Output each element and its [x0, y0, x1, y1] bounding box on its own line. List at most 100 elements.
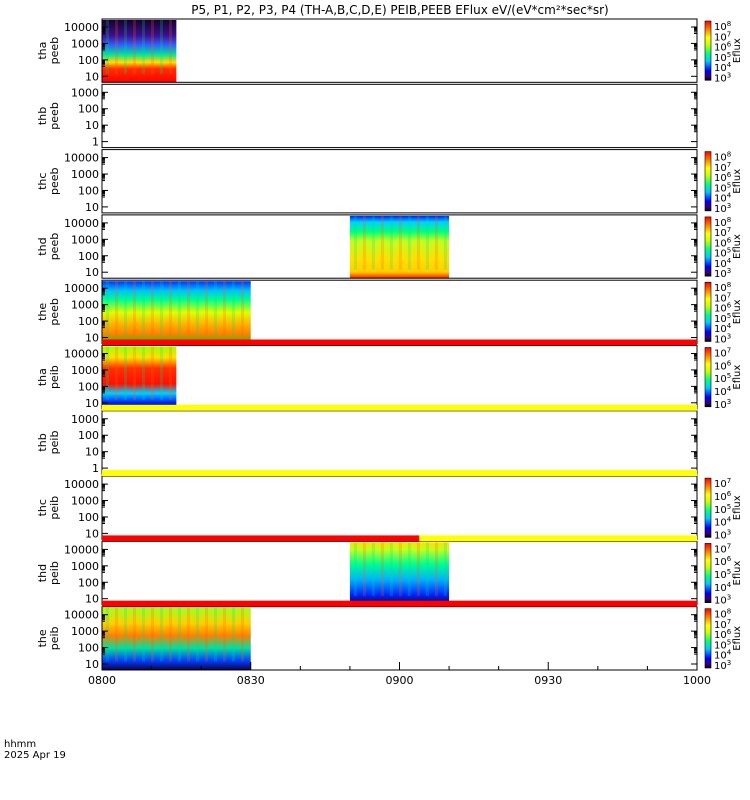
- spectrogram-streak: [232, 281, 235, 336]
- colorbar-tick-label: 107: [714, 226, 731, 239]
- y-tick-label: 10: [85, 593, 99, 606]
- colorbar-tick-label: 106: [714, 555, 732, 568]
- spectrogram-streak: [214, 281, 217, 336]
- spectrogram-streak: [115, 346, 118, 401]
- spectrogram-streak: [389, 215, 393, 270]
- colorbar: [704, 281, 712, 342]
- spectrogram-streak: [443, 215, 447, 270]
- colorbar: [704, 608, 712, 669]
- y-tick-label: 10000: [64, 282, 99, 295]
- panel-frame: [101, 345, 698, 410]
- panel-probe-label: the: [36, 629, 49, 647]
- panel-frame: [101, 149, 698, 214]
- colorbar-tick-label: 103: [714, 267, 731, 280]
- spectrogram-data-block: [102, 346, 177, 409]
- colorbar-tick-label: 104: [714, 516, 732, 529]
- mode-bar-segment: [102, 535, 420, 542]
- y-tick-label: 1000: [71, 86, 99, 99]
- y-tick-label: 1000: [71, 233, 99, 246]
- panel-product-label: peib: [48, 561, 61, 585]
- colorbar-label: Eflux: [732, 38, 743, 63]
- spectrogram-streak: [160, 607, 163, 662]
- panel-probe-label: thc: [36, 173, 49, 190]
- y-tick-label: 10000: [64, 152, 99, 165]
- spectrogram-streak: [178, 281, 181, 336]
- panel-thb-peib: 1000 100 10 1 thb peib: [36, 410, 698, 475]
- spectrogram-streak: [151, 346, 154, 401]
- y-tick-label: 10: [85, 658, 99, 671]
- colorbar-tick-label: 105: [714, 312, 731, 325]
- chart-title: P5, P1, P2, P3, P4 (TH-A,B,C,D,E) PEIB,P…: [191, 3, 608, 17]
- spectrogram-streak: [407, 215, 411, 270]
- colorbar: [704, 477, 712, 538]
- y-tick-label: 1000: [71, 560, 99, 573]
- colorbar-tick-label: 103: [714, 202, 731, 215]
- panel-the-peeb: 10000 1000 100 10 the peeb 108107106105104103E…: [36, 279, 743, 346]
- panel-thc-peib: 10000 1000 100 10 thc peib 107106105104103Eflu…: [36, 475, 743, 541]
- spectrogram-streak: [187, 607, 190, 662]
- spectrogram-streak: [142, 346, 145, 401]
- colorbar-tick-label: 106: [714, 359, 732, 372]
- colorbar-tick-label: 104: [714, 385, 732, 398]
- panel-product-label: peeb: [48, 233, 61, 261]
- colorbar-tick-label: 108: [714, 216, 731, 229]
- colorbar-tick-label: 107: [714, 477, 731, 490]
- spectrogram-streak: [205, 281, 208, 336]
- spectrogram-streak: [133, 607, 136, 662]
- spectrogram-streak: [232, 607, 235, 662]
- spectrogram-streak: [371, 542, 375, 597]
- colorbar-tick-label: 104: [714, 322, 732, 335]
- mode-bar-segment: [419, 535, 697, 542]
- spectrogram-streak: [178, 607, 181, 662]
- y-tick-label: 1: [92, 136, 99, 149]
- colorbar-tick-label: 107: [714, 30, 731, 43]
- spectrogram-streak: [106, 20, 109, 74]
- spectrogram-streak: [443, 542, 447, 597]
- spectrogram-streak: [124, 281, 127, 336]
- y-tick-label: 100: [78, 103, 99, 116]
- spectrogram-streak: [205, 607, 208, 662]
- panel-probe-label: thb: [36, 433, 49, 451]
- spectrogram-streak: [187, 281, 190, 336]
- colorbar-label: Eflux: [732, 626, 743, 651]
- panel-frame: [101, 214, 698, 279]
- colorbar-tick-label: 104: [714, 581, 732, 594]
- spectrogram-streak: [380, 215, 384, 270]
- spectrogram-streak: [106, 346, 109, 401]
- panel-frame: [101, 410, 698, 475]
- colorbar-tick-label: 105: [714, 51, 731, 64]
- spectrogram-streak: [106, 281, 109, 336]
- spectrogram-streak: [133, 346, 136, 401]
- spectrogram-data-block: [349, 542, 450, 605]
- panel-tha-peib: 10000 1000 100 10 tha peib 107106105104103Eflu…: [36, 345, 743, 411]
- colorbar-tick-label: 107: [714, 161, 731, 174]
- y-tick-label: 1000: [71, 364, 99, 377]
- y-tick-label: 100: [78, 576, 99, 589]
- panel-tha-peeb: 10000 1000 100 10 tha peeb 108107106105104103E…: [36, 18, 743, 84]
- panel-probe-label: thd: [36, 237, 49, 255]
- colorbar-tick-label: 106: [714, 41, 732, 54]
- x-tick-label: 0830: [237, 674, 265, 687]
- y-tick-label: 100: [78, 429, 99, 442]
- spectrogram-streak: [223, 281, 226, 336]
- colorbar-tick-label: 108: [714, 608, 731, 621]
- panel-frame: [101, 475, 698, 540]
- spectrogram-streak: [407, 542, 411, 597]
- y-tick-label: 100: [78, 642, 99, 655]
- y-tick-label: 1000: [71, 625, 99, 638]
- colorbar-tick-label: 106: [714, 302, 732, 315]
- colorbar-tick-label: 106: [714, 171, 732, 184]
- spectrogram-streak: [353, 215, 357, 270]
- colorbar-tick-label: 104: [714, 192, 732, 205]
- colorbar-tick-label: 103: [714, 398, 731, 411]
- colorbar-tick-label: 103: [714, 528, 731, 541]
- y-tick-label: 100: [78, 315, 99, 328]
- colorbar: [704, 151, 712, 212]
- colorbar: [704, 20, 712, 81]
- panel-thd-peib: 10000 1000 100 10 thd peib 107106105104103Eflu…: [36, 540, 743, 607]
- panel-probe-label: thb: [36, 107, 49, 125]
- panel-product-label: peib: [48, 496, 61, 520]
- y-tick-label: 10000: [64, 478, 99, 491]
- spectrogram-streak: [169, 346, 172, 401]
- spectrogram-data-block: [102, 20, 177, 83]
